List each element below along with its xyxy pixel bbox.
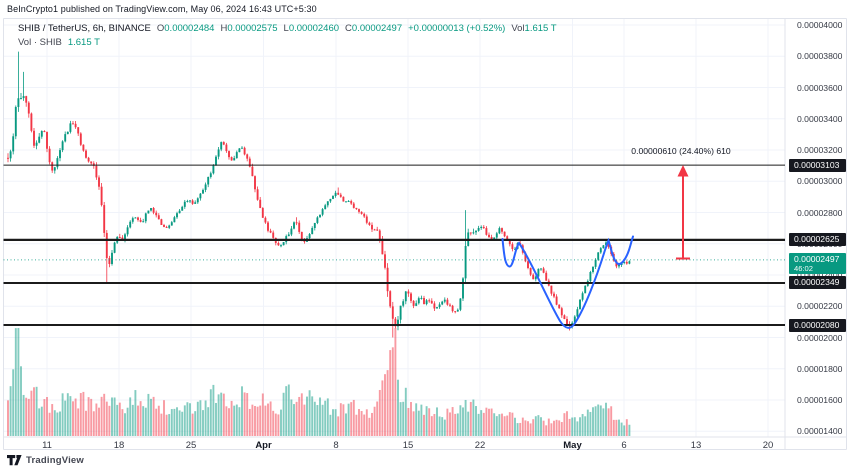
price-axis[interactable]: 0.00004000 0.00003800 0.00003600 0.00003400… (786, 18, 850, 438)
ohlc-part: H (220, 23, 228, 34)
price-tick-label: 0.00004000 (797, 20, 843, 30)
ohlc-part: 0.00002460 (288, 23, 340, 34)
measure-annotation-text: 0.00000610 (24.40%) 610 (631, 146, 731, 156)
support-resistance-lines[interactable] (3, 164, 786, 326)
volume-row: Vol · SHIB 1.615 T (18, 36, 557, 50)
ohlc-part: O (156, 23, 165, 34)
time-tick-label: Apr (255, 440, 272, 451)
price-tick-label: 0.00003400 (797, 113, 843, 124)
current-price-value: 0.00002497 (794, 253, 840, 264)
price-tick-label: 0.00003800 (797, 51, 843, 62)
price-tick-label: 0.00001400 (797, 426, 843, 437)
price-tick-label: 0.00001800 (797, 363, 843, 374)
candles (7, 51, 631, 338)
price-tick-label: 0.00003000 (797, 176, 843, 187)
price-tick-label: 0.00002000 (797, 332, 843, 343)
time-tick-label: 8 (333, 440, 339, 451)
ohlc-part: 0.00002484 (164, 23, 215, 34)
tradingview-logo[interactable]: TradingView (7, 455, 84, 466)
tradingview-logo-text: TradingView (26, 455, 84, 466)
ohlc-part: C (345, 23, 352, 34)
publish-attribution-line: BeInCrypto1 published on TradingView.com… (7, 4, 317, 14)
level-price-label: 0.00002349 (789, 276, 846, 290)
tradingview-logo-icon (7, 455, 22, 466)
bar-countdown: 46:02 (794, 263, 814, 273)
ohlc-part: L (283, 23, 289, 34)
price-tick-label: 0.00002400 (797, 270, 843, 280)
volume-bars (7, 328, 631, 436)
time-tick-label: 13 (690, 440, 702, 451)
vol-part: 1.615 T (67, 37, 100, 48)
ohlc-part: 0.00002497 (351, 23, 403, 34)
time-axis[interactable]: 11 18 25 Apr 8 15 22 May 6 13 20 (0, 438, 850, 451)
level-price-label: 0.00003103 (789, 158, 846, 172)
symbol-ohlc-row: SHIB / TetherUS, 6h, BINANCE O0.00002484 H… (18, 22, 557, 36)
price-tick-label: 0.00002800 (797, 207, 843, 218)
ohlc-part: Vol (511, 23, 525, 34)
time-tick-label: 22 (474, 440, 486, 451)
ohlc-part: SHIB / TetherUS, 6h, BINANCE (18, 23, 151, 34)
ohlc-part: 0.00002575 (227, 23, 278, 34)
current-price-label: 0.00002497 46:02 (789, 252, 846, 274)
time-tick-label: 25 (185, 440, 197, 451)
time-tick-label: May (563, 440, 582, 451)
price-tick-label: 0.00003600 (797, 82, 843, 93)
time-tick-label: 20 (762, 440, 774, 451)
price-tick-label: 0.00001600 (797, 395, 843, 405)
cup-pattern-curve[interactable] (501, 235, 634, 329)
level-price-label: 0.00002625 (789, 233, 846, 247)
price-tick-label: 0.00002200 (797, 301, 843, 312)
target-arrow[interactable] (676, 165, 690, 260)
level-price-label: 0.00002080 (789, 318, 846, 332)
time-tick-label: 6 (621, 440, 627, 451)
ohlc-part: 1.615 T (524, 23, 557, 34)
price-tick-label: 0.00003200 (797, 145, 843, 155)
time-tick-label: 18 (113, 440, 125, 451)
ohlc-part: +0.00000013 (+0.52%) (408, 23, 506, 34)
chart-frame (3, 18, 847, 450)
gridlines (3, 18, 785, 437)
time-tick-label: 15 (402, 440, 414, 451)
vol-part: Vol · SHIB (18, 37, 62, 48)
time-tick-label: 11 (42, 440, 52, 451)
chart-legend: SHIB / TetherUS, 6h, BINANCE O0.00002484 H… (18, 22, 557, 50)
